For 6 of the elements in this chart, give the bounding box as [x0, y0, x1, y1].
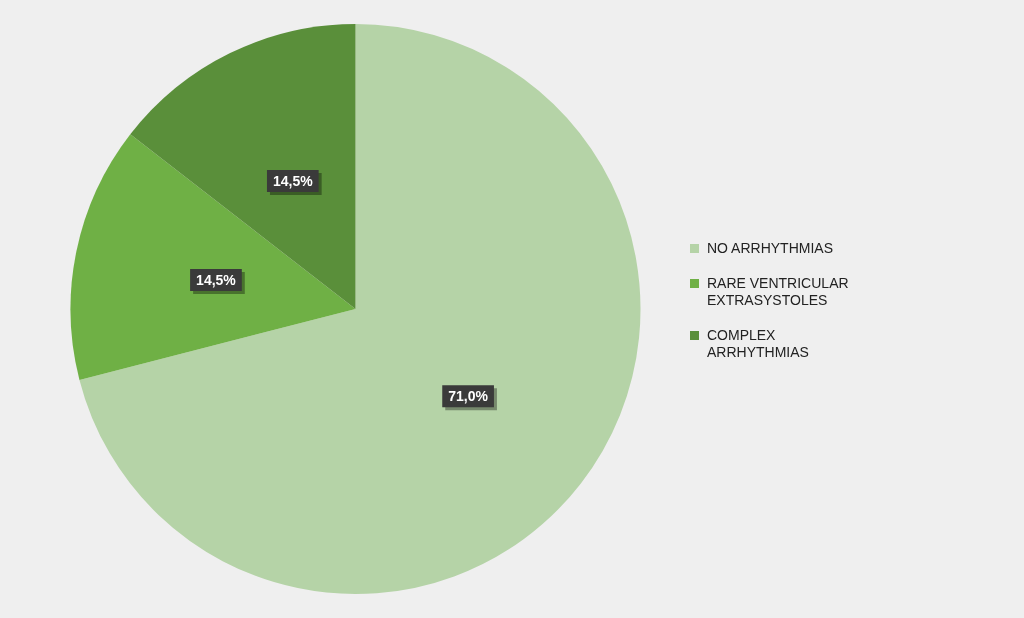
legend-label: COMPLEX ARRHYTHMIAS: [707, 327, 810, 361]
data-label: 14,5%: [272, 172, 314, 189]
legend-label: NO ARRHYTHMIAS: [707, 240, 834, 257]
legend-label: RARE VENTRICULAR EXTRASYSTOLES: [707, 275, 850, 309]
data-label: 71,0%: [448, 388, 489, 405]
data-label: 14,5%: [196, 271, 237, 288]
